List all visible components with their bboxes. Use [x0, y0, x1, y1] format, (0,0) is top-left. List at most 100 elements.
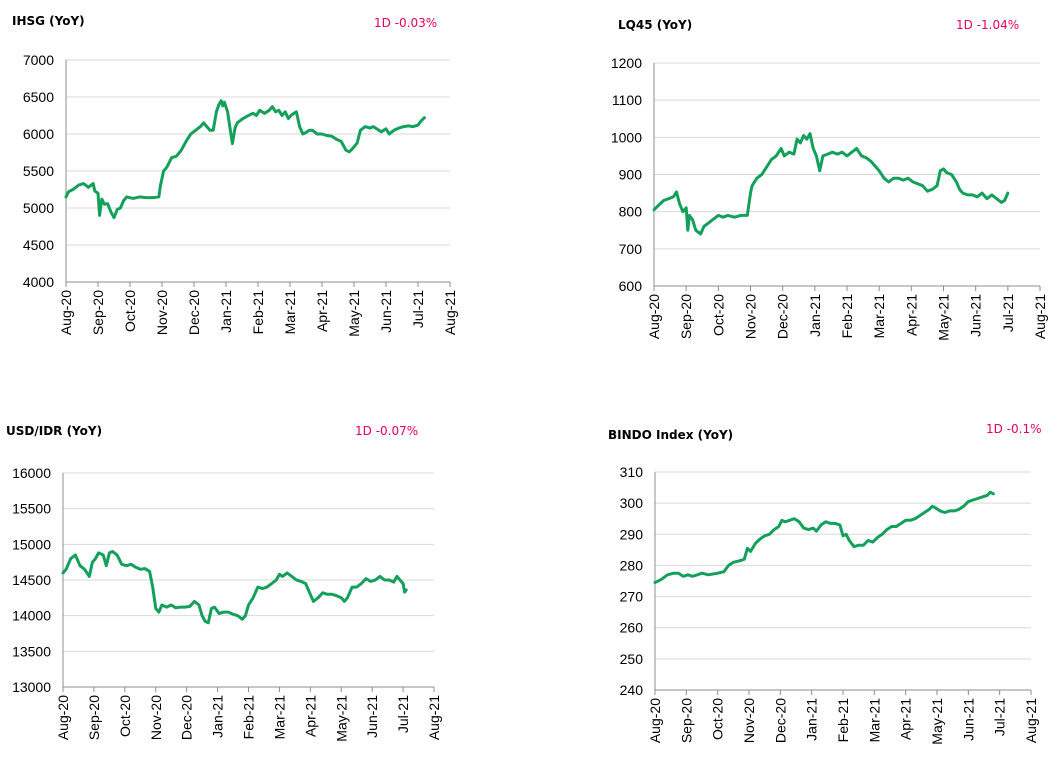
- x-tick-label: Aug-21: [426, 695, 442, 740]
- y-tick-label: 300: [620, 495, 644, 511]
- x-tick-label: Apr-21: [302, 695, 318, 737]
- y-tick-label: 13500: [12, 643, 51, 659]
- x-tick-label: Jun-21: [378, 290, 394, 333]
- x-tick-label: May-21: [936, 294, 952, 341]
- y-tick-label: 16000: [12, 465, 51, 481]
- y-tick-label: 15000: [12, 536, 51, 552]
- bindo-line-chart: 240 250 260 270 280 290 300 310 Aug-20 Sep-20 Oct-…: [620, 464, 1039, 745]
- chart-title: USD/IDR (YoY): [6, 424, 103, 438]
- series-line: [652, 132, 1010, 236]
- x-tick-label: Feb-21: [835, 698, 851, 743]
- x-tick-label: Sep-20: [678, 294, 694, 339]
- x-tick-label: May-21: [346, 290, 362, 337]
- y-tick-label: 290: [620, 526, 644, 542]
- y-tick-label: 1000: [611, 129, 642, 145]
- x-tick-label: May-21: [929, 698, 945, 745]
- chart-title: LQ45 (YoY): [618, 18, 693, 32]
- x-tick-label: Oct-20: [117, 695, 133, 737]
- series-line: [61, 550, 408, 625]
- x-tick-label: Jul-21: [1000, 294, 1016, 332]
- series-line: [653, 490, 995, 585]
- y-tick-label: 260: [620, 620, 644, 636]
- x-tick-label: Aug-21: [1023, 698, 1039, 743]
- y-tick-label: 14000: [12, 608, 51, 624]
- y-tick-label: 7000: [23, 52, 54, 68]
- y-tick-label: 800: [619, 204, 643, 220]
- x-tick-label: Oct-20: [122, 290, 138, 332]
- y-tick-label: 14500: [12, 572, 51, 588]
- lq45-line-chart: 600 700 800 900 1000 1100 1200 Aug-20 Sep-20 Oct-…: [611, 55, 1048, 341]
- y-tick-label: 240: [620, 682, 644, 698]
- x-tick-label: Mar-21: [871, 294, 887, 339]
- ihsg-chart-panel: IHSG (YoY) 1D -0.03% 4000 4500 5000 5500 600…: [0, 0, 520, 380]
- x-tick-label: Nov-20: [148, 695, 164, 740]
- y-tick-label: 900: [619, 167, 643, 183]
- usdidr-line-chart: 13000 13500 14000 14500 15000 15500 16000 Aug-2…: [12, 465, 442, 742]
- y-tick-label: 600: [619, 278, 643, 294]
- x-tick-label: Sep-20: [678, 698, 694, 743]
- x-tick-label: Apr-21: [903, 294, 919, 336]
- y-tick-label: 270: [620, 589, 644, 605]
- x-tick-label: Jun-21: [364, 695, 380, 738]
- x-tick-label: Jul-21: [992, 698, 1008, 736]
- x-tick-label: Sep-20: [86, 695, 102, 740]
- x-tick-label: May-21: [333, 695, 349, 742]
- x-tick-label: Jan-21: [218, 290, 234, 333]
- daily-change: 1D -0.1%: [986, 422, 1042, 436]
- y-tick-label: 310: [620, 464, 644, 480]
- y-tick-label: 1200: [611, 55, 642, 71]
- x-tick-label: Jan-21: [807, 294, 823, 337]
- x-tick-label: Feb-21: [839, 294, 855, 339]
- x-tick-label: Jun-21: [960, 698, 976, 741]
- y-tick-label: 15500: [12, 501, 51, 517]
- x-tick-label: Nov-20: [154, 290, 170, 335]
- chart-title: BINDO Index (YoY): [608, 428, 734, 442]
- y-tick-label: 280: [620, 557, 644, 573]
- bindo-chart-panel: BINDO Index (YoY) 1D -0.1% 240 250 260 270 2…: [530, 390, 1057, 769]
- x-tick-label: Feb-21: [241, 695, 257, 740]
- x-tick-label: Nov-20: [743, 294, 759, 339]
- x-tick-label: Aug-21: [1032, 294, 1048, 339]
- x-tick-label: Aug-20: [58, 290, 74, 335]
- y-tick-label: 5000: [23, 200, 54, 216]
- daily-change: 1D -1.04%: [956, 18, 1020, 32]
- x-tick-label: Dec-20: [772, 698, 788, 743]
- x-tick-label: Aug-20: [646, 294, 662, 339]
- x-tick-label: Jun-21: [968, 294, 984, 337]
- x-tick-label: Dec-20: [186, 290, 202, 335]
- y-tick-label: 13000: [12, 679, 51, 695]
- x-tick-label: Oct-20: [710, 698, 726, 740]
- daily-change: 1D -0.03%: [374, 16, 438, 30]
- x-tick-label: Mar-21: [866, 698, 882, 743]
- x-tick-label: Aug-20: [647, 698, 663, 743]
- ihsg-line-chart: 4000 4500 5000 5500 6000 6500 7000 Aug-20 Sep-20…: [23, 52, 458, 337]
- y-tick-label: 6500: [23, 89, 54, 105]
- x-tick-label: Mar-21: [282, 290, 298, 335]
- x-tick-label: Jan-21: [210, 695, 226, 738]
- y-tick-label: 5500: [23, 163, 54, 179]
- x-tick-label: Apr-21: [898, 698, 914, 740]
- x-tick-label: Jul-21: [410, 290, 426, 328]
- x-tick-label: Oct-20: [710, 294, 726, 336]
- y-tick-label: 1100: [612, 92, 642, 108]
- usdidr-chart-panel: USD/IDR (YoY) 1D -0.07% 13000 13500 14000 1…: [0, 390, 520, 769]
- x-tick-label: Jul-21: [395, 695, 411, 733]
- x-tick-label: Sep-20: [90, 290, 106, 335]
- daily-change: 1D -0.07%: [355, 424, 419, 438]
- x-tick-label: Dec-20: [775, 294, 791, 339]
- y-tick-label: 700: [619, 241, 643, 257]
- y-tick-label: 4500: [23, 237, 54, 253]
- x-tick-label: Apr-21: [314, 290, 330, 332]
- x-tick-label: Dec-20: [179, 695, 195, 740]
- series-line: [64, 99, 426, 220]
- x-tick-label: Aug-21: [442, 290, 458, 335]
- x-tick-label: Jan-21: [804, 698, 820, 741]
- y-tick-label: 6000: [23, 126, 54, 142]
- y-tick-label: 4000: [23, 274, 54, 290]
- y-tick-label: 250: [620, 651, 644, 667]
- lq45-chart-panel: LQ45 (YoY) 1D -1.04% 600 700 800 900 1000 110…: [530, 0, 1057, 380]
- chart-title: IHSG (YoY): [12, 14, 85, 28]
- x-tick-label: Feb-21: [250, 290, 266, 335]
- x-tick-label: Aug-20: [55, 695, 71, 740]
- x-tick-label: Mar-21: [271, 695, 287, 740]
